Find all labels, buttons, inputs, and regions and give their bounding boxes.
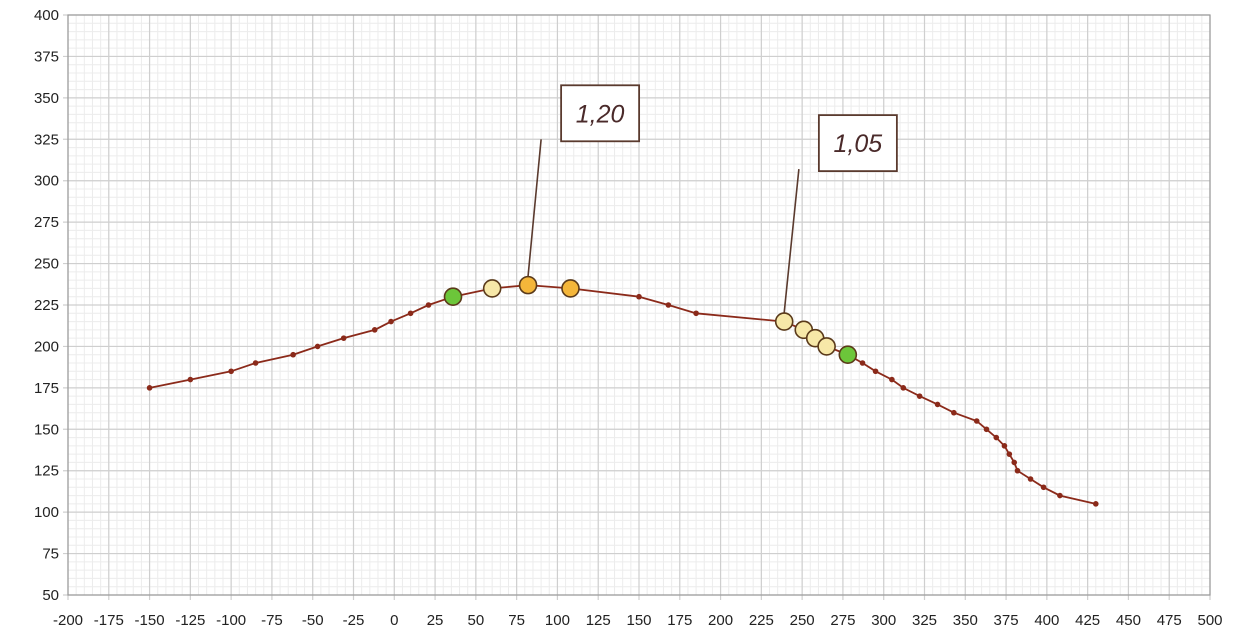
data-point [1057, 492, 1063, 499]
y-tick-label: 225 [34, 297, 59, 314]
data-point [187, 376, 194, 383]
data-point [371, 327, 378, 333]
plot-area-frame [67, 14, 1211, 596]
annotation-label: 1,20 [576, 100, 625, 128]
data-point [146, 385, 153, 391]
data-point [1040, 484, 1047, 491]
x-tick-label: 425 [1075, 612, 1100, 629]
y-tick-label: 150 [34, 421, 59, 438]
x-tick-label: 175 [667, 612, 692, 629]
y-tick-label: 325 [34, 131, 59, 148]
x-tick-label: 350 [953, 612, 978, 629]
x-tick-label: 25 [427, 612, 444, 629]
highlight-markers [443, 275, 858, 365]
data-point [665, 302, 672, 308]
x-tick-label: 275 [830, 612, 855, 629]
data-point [340, 335, 347, 341]
major-grid [63, 14, 1211, 600]
x-tick-label: 250 [790, 612, 815, 629]
x-tick-label: 125 [586, 612, 611, 629]
y-axis-tick-labels: 50 75 100 125 150 175 200 225 250 275 300 325 350 375… [34, 7, 59, 604]
x-tick-label: 200 [708, 612, 733, 629]
annotation-leader-line [783, 169, 800, 313]
x-axis-tick-labels: -200 -175 -150 -125 -100 -75 -50 -25 0 25 50 75 100 1… [53, 612, 1223, 629]
y-tick-label: 400 [34, 7, 59, 24]
x-tick-label: -200 [53, 612, 83, 629]
y-tick-label: 100 [34, 504, 59, 521]
data-point [228, 368, 234, 375]
data-point [951, 409, 957, 416]
y-tick-label: 300 [34, 173, 59, 190]
data-point [859, 360, 866, 366]
data-point [407, 310, 414, 317]
y-tick-label: 250 [34, 256, 59, 273]
x-tick-label: -25 [343, 612, 365, 629]
highlight-marker-pale [774, 312, 794, 331]
highlight-marker-green [838, 345, 858, 365]
y-tick-label: 200 [34, 338, 59, 355]
x-tick-label: 475 [1157, 612, 1182, 629]
data-point [1001, 443, 1008, 449]
x-tick-label: -175 [94, 612, 124, 629]
data-point [1093, 501, 1099, 507]
data-point [290, 351, 296, 358]
data-point [314, 343, 321, 350]
y-tick-label: 350 [34, 90, 59, 107]
data-point [1014, 467, 1021, 474]
x-tick-label: 375 [994, 612, 1019, 629]
x-tick-label: -150 [135, 612, 165, 629]
data-point [973, 418, 980, 424]
data-point [252, 360, 259, 366]
highlight-marker-orange [561, 279, 580, 298]
x-tick-label: -75 [261, 612, 283, 629]
y-tick-label: 75 [42, 546, 59, 563]
x-tick-label: 325 [912, 612, 937, 629]
data-point [388, 318, 394, 325]
annotation-leader-line [527, 139, 542, 277]
highlight-marker-green [443, 287, 463, 307]
y-tick-label: 375 [34, 48, 59, 65]
data-point [993, 434, 1000, 441]
data-point [889, 376, 895, 383]
x-tick-label: -50 [302, 612, 324, 629]
data-point [900, 385, 907, 391]
data-point [425, 302, 432, 308]
x-tick-label: 400 [1034, 612, 1059, 629]
data-point [1006, 451, 1013, 457]
x-tick-label: 75 [508, 612, 525, 629]
data-point [1011, 459, 1018, 466]
annotation-box [560, 84, 641, 143]
annotations: 1,20 1,05 [527, 84, 898, 313]
x-tick-label: 450 [1116, 612, 1141, 629]
data-point [636, 293, 642, 300]
x-tick-label: -100 [216, 612, 246, 629]
y-tick-label: 125 [34, 463, 59, 480]
highlight-marker-pale [817, 337, 836, 356]
annotation-label: 1,05 [834, 130, 883, 158]
x-tick-label: 300 [871, 612, 896, 629]
x-tick-label: 150 [626, 612, 651, 629]
x-tick-label: 500 [1197, 612, 1222, 629]
x-tick-label: -125 [175, 612, 205, 629]
data-point [693, 310, 699, 317]
highlight-marker-pale [482, 279, 502, 298]
annotation-box [817, 114, 898, 173]
y-tick-label: 175 [34, 380, 59, 397]
x-tick-label: 100 [545, 612, 570, 629]
x-tick-label: 0 [390, 612, 398, 629]
data-point [916, 393, 923, 399]
y-tick-label: 50 [42, 587, 59, 604]
x-tick-label: 225 [749, 612, 774, 629]
data-point [934, 401, 941, 408]
highlight-marker-orange [518, 275, 538, 295]
x-tick-label: 50 [468, 612, 485, 629]
data-point [983, 426, 990, 433]
y-tick-label: 275 [34, 214, 59, 231]
data-point [1027, 476, 1034, 482]
data-point [872, 368, 879, 375]
